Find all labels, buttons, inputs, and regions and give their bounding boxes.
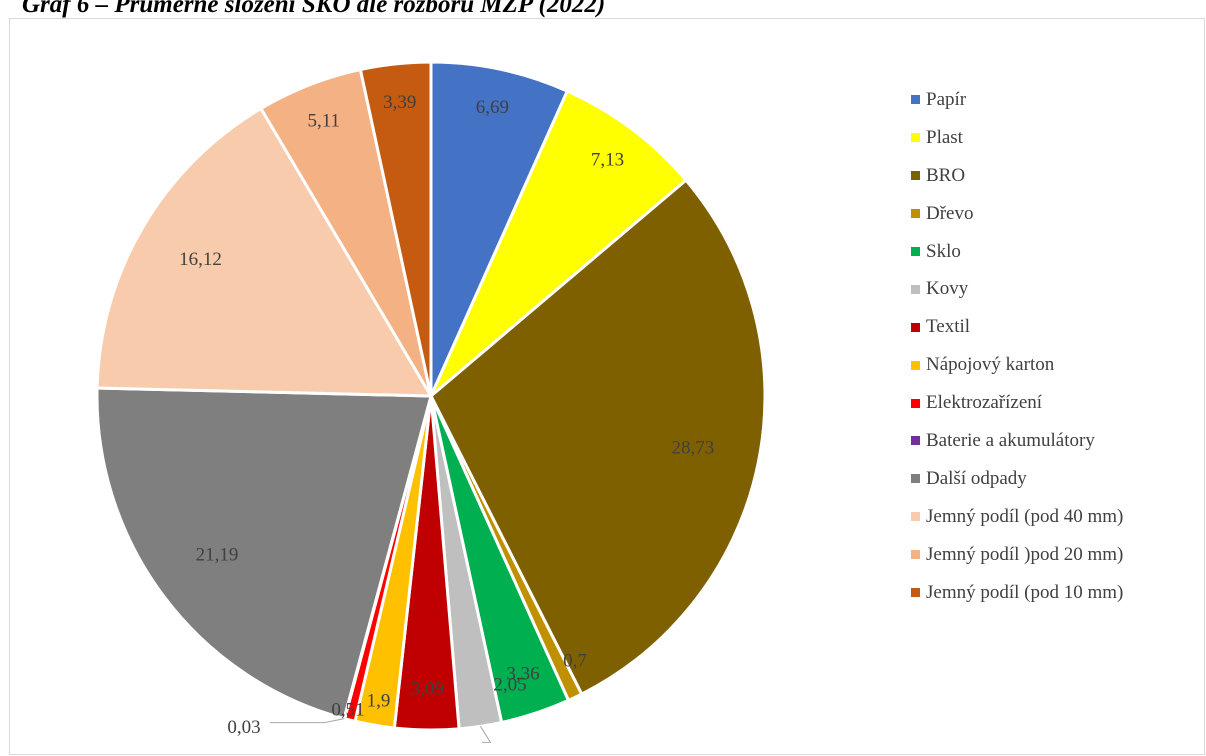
legend-swatch-11	[911, 474, 920, 484]
legend-swatch-7	[911, 322, 920, 332]
pie-slice-14	[358, 60, 433, 397]
legend-item-3: BRO	[911, 157, 1206, 195]
legend-item-10: Baterie a akumulátory	[911, 422, 1206, 460]
data-label-12: 16,12	[179, 249, 222, 270]
legend-label-2: Plast	[926, 126, 963, 148]
legend-item-6: Kovy	[911, 270, 1206, 308]
data-label-6: 2,05	[493, 674, 526, 695]
data-label-1: 6,69	[476, 97, 509, 118]
legend-label-8: Nápojový karton	[926, 354, 1055, 376]
legend-label-10: Baterie a akumulátory	[926, 429, 1095, 451]
pie-slice-12	[95, 106, 434, 398]
legend-swatch-8	[911, 360, 920, 370]
legend-item-5: Sklo	[911, 233, 1206, 271]
chart-area: 6,69 7,13 28,73 0,7 3,36 2,05 3,09 1,9 0,51 0,03 2…	[9, 18, 1205, 755]
pie-slice-1	[429, 60, 570, 397]
data-label-10: 0,03	[227, 717, 260, 738]
legend-label-9: Elektrozařízení	[926, 392, 1043, 414]
pie-slice-3	[429, 178, 767, 697]
legend-swatch-13	[911, 550, 920, 560]
legend-label-6: Kovy	[926, 278, 969, 300]
legend-item-7: Textil	[911, 308, 1206, 346]
legend-label-3: BRO	[926, 164, 966, 186]
legend-label-7: Textil	[926, 316, 971, 338]
legend-swatch-2	[911, 133, 920, 143]
legend-label-11: Další odpady	[926, 467, 1027, 489]
legend-item-14: Jemný podíl (pod 10 mm)	[911, 574, 1206, 612]
legend-swatch-10	[911, 436, 920, 446]
data-label-5: 3,36	[506, 663, 539, 684]
legend-label-13: Jemný podíl )pod 20 mm)	[926, 543, 1124, 565]
leader-line-10	[270, 718, 345, 724]
legend-swatch-4	[911, 209, 920, 219]
legend-item-2: Plast	[911, 119, 1206, 157]
data-label-8: 1,9	[367, 691, 391, 712]
legend-label-12: Jemný podíl (pod 40 mm)	[926, 505, 1124, 527]
legend-label-4: Dřevo	[926, 202, 974, 224]
legend-swatch-5	[911, 247, 920, 256]
legend-item-11: Další odpady	[911, 460, 1206, 498]
data-label-3: 28,73	[671, 437, 714, 458]
data-label-7: 3,09	[411, 678, 444, 699]
legend: Papír Plast BRO Dřevo Sklo Kovy Textil Nápojový…	[911, 81, 1206, 611]
data-label-14: 3,39	[383, 92, 416, 113]
data-label-11: 21,19	[196, 544, 239, 565]
legend-swatch-3	[911, 171, 920, 181]
data-label-4: 0,7	[563, 650, 587, 671]
data-label-9: 0,51	[331, 699, 364, 720]
legend-label-1: Papír	[926, 88, 967, 110]
data-label-2: 7,13	[591, 149, 624, 170]
legend-item-8: Nápojový karton	[911, 346, 1206, 384]
legend-swatch-9	[911, 398, 920, 408]
pie-chart: 6,69 7,13 28,73 0,7 3,362,05 3,09 1,90,51 0,03 2…	[95, 60, 767, 743]
legend-label-14: Jemný podíl (pod 10 mm)	[926, 581, 1124, 603]
legend-swatch-1	[911, 95, 920, 105]
pie-slice-2	[429, 89, 689, 398]
legend-swatch-6	[911, 284, 920, 294]
legend-item-1: Papír	[911, 81, 1206, 119]
legend-swatch-14	[911, 588, 920, 598]
legend-item-13: Jemný podíl )pod 20 mm)	[911, 536, 1206, 574]
legend-label-5: Sklo	[926, 240, 961, 262]
legend-swatch-12	[911, 512, 920, 522]
legend-item-12: Jemný podíl (pod 40 mm)	[911, 498, 1206, 536]
legend-item-4: Dřevo	[911, 195, 1206, 233]
page-title: Graf 6 – Průměrné složení SKO dle rozbor…	[22, 0, 606, 18]
data-label-13: 5,11	[307, 111, 340, 132]
leader-line-6	[480, 726, 492, 743]
legend-item-9: Elektrozařízení	[911, 384, 1206, 422]
pie-slice-11	[95, 386, 433, 721]
